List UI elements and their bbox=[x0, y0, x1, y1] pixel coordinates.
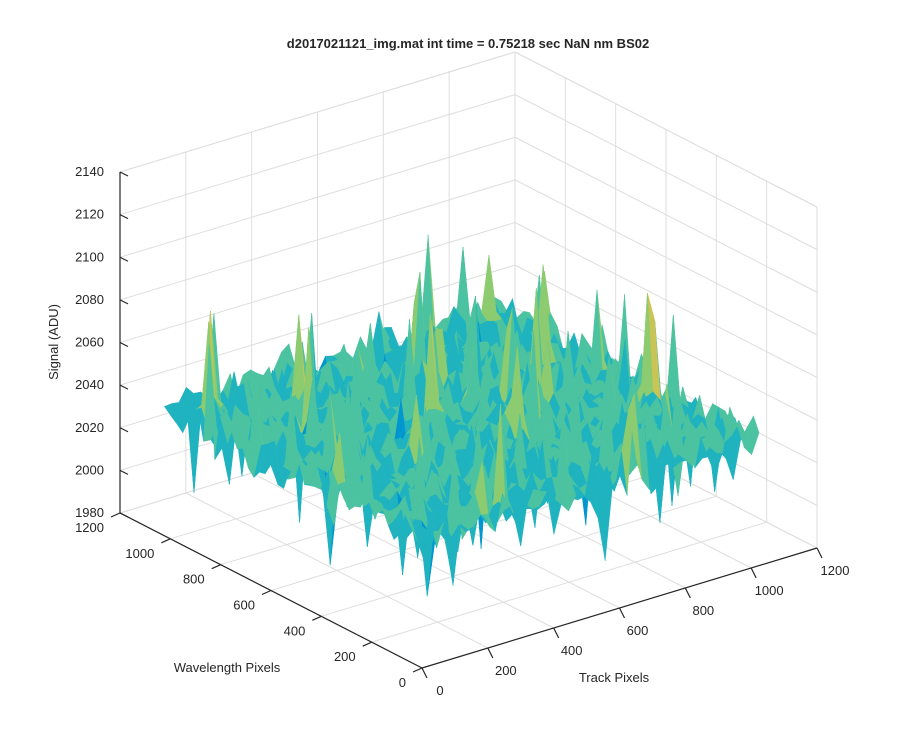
z-tick-label: 2080 bbox=[75, 292, 104, 307]
y-tick-label: 800 bbox=[183, 572, 205, 587]
z-tick-mark bbox=[119, 256, 129, 262]
z-tick-label: 2020 bbox=[75, 420, 104, 435]
z-axis-label: Signal (ADU) bbox=[46, 304, 61, 380]
y-tick-mark bbox=[110, 512, 121, 518]
z-tick-mark bbox=[119, 384, 129, 390]
y-tick-label: 0 bbox=[399, 675, 406, 690]
y-tick-label: 1200 bbox=[75, 520, 104, 535]
z-tick-label: 2120 bbox=[75, 207, 104, 222]
wall-grid-line bbox=[514, 179, 818, 336]
x-tick-label: 600 bbox=[627, 623, 649, 638]
y-tick-label: 1000 bbox=[125, 546, 154, 561]
z-tick-label: 1980 bbox=[75, 505, 104, 520]
x-tick-mark bbox=[816, 547, 823, 559]
x-tick-mark bbox=[553, 627, 560, 639]
tick-labels: 0 200 400 600 800 1000 1200 0 200 400 600 800 1000 12… bbox=[75, 164, 849, 698]
wall-grid-line bbox=[514, 307, 818, 464]
chart-title: d2017021121_img.mat int time = 0.75218 s… bbox=[287, 36, 649, 51]
y-tick-mark bbox=[412, 667, 423, 673]
x-tick-label: 0 bbox=[436, 683, 443, 698]
wall-grid-line bbox=[514, 222, 818, 378]
wall-grid-line bbox=[119, 94, 516, 216]
z-tick-mark bbox=[119, 427, 129, 433]
wall-grid-line bbox=[119, 179, 516, 301]
z-tick-label: 2060 bbox=[75, 335, 104, 350]
x-tick-mark bbox=[618, 607, 626, 619]
y-tick-mark bbox=[261, 589, 272, 596]
x-tick-label: 200 bbox=[495, 663, 517, 678]
y-tick-mark bbox=[211, 564, 221, 570]
wall-grid-line bbox=[119, 136, 516, 258]
z-tick-label: 2000 bbox=[75, 462, 104, 477]
axes bbox=[110, 171, 823, 679]
z-tick-mark bbox=[119, 214, 129, 220]
wall-grid-line bbox=[119, 51, 516, 173]
y-tick-mark bbox=[312, 615, 322, 621]
x-tick-mark bbox=[684, 587, 691, 599]
z-tick-label: 2040 bbox=[75, 377, 104, 392]
y-axis-label: Wavelength Pixels bbox=[174, 660, 281, 675]
x-tick-mark bbox=[421, 667, 428, 679]
wall-grid-line bbox=[514, 264, 818, 421]
surface-patch bbox=[416, 515, 430, 560]
floor-grid-line bbox=[371, 521, 767, 643]
z-tick-label: 2140 bbox=[75, 164, 104, 179]
x-tick-label: 400 bbox=[561, 643, 583, 658]
x-tick-label: 1000 bbox=[755, 583, 784, 598]
y-tick-label: 600 bbox=[233, 598, 255, 613]
x-tick-mark bbox=[750, 567, 757, 579]
z-tick-mark bbox=[119, 341, 129, 348]
wall-grid-line bbox=[119, 264, 516, 386]
y-tick-mark bbox=[362, 641, 372, 647]
z-tick-mark bbox=[119, 299, 129, 305]
x-tick-label: 1200 bbox=[821, 563, 850, 578]
x-axis-label: Track Pixels bbox=[579, 670, 650, 685]
wall-grid-line bbox=[514, 94, 818, 251]
x-tick-mark bbox=[487, 647, 494, 659]
y-tick-label: 200 bbox=[334, 649, 356, 664]
y-tick-label: 400 bbox=[284, 623, 306, 638]
wall-grid-line bbox=[514, 136, 818, 293]
x-tick-label: 800 bbox=[692, 603, 714, 618]
wall-grid-line bbox=[119, 222, 516, 343]
wall-grid-line bbox=[514, 51, 818, 208]
z-tick-mark bbox=[119, 512, 129, 518]
floor-grid-line bbox=[321, 495, 717, 617]
surface-plot bbox=[163, 234, 760, 597]
z-tick-label: 2100 bbox=[75, 249, 104, 264]
y-tick-mark bbox=[161, 538, 171, 544]
z-tick-mark bbox=[119, 469, 129, 475]
z-tick-mark bbox=[119, 171, 129, 177]
